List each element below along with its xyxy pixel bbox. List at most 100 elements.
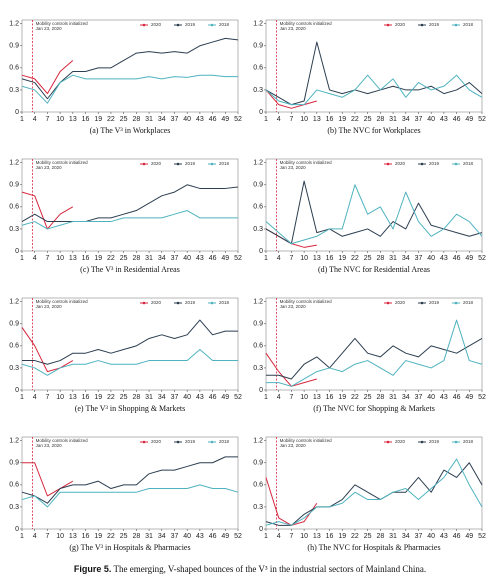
y-tick-label: 0.9: [253, 460, 263, 467]
x-tick-label: 52: [478, 533, 486, 540]
legend-label: 2020: [395, 22, 406, 27]
panel-caption: (c) The V³ in Residential Areas: [80, 265, 180, 274]
legend-marker: [142, 301, 146, 305]
y-tick-label: 0.3: [9, 365, 19, 372]
annotation-text: Mobility controls initialized: [280, 438, 333, 443]
x-tick-label: 28: [132, 116, 140, 123]
annotation-text: Mobility controls initialized: [36, 438, 89, 443]
y-tick-label: 0: [15, 526, 19, 533]
y-tick-label: 0.3: [9, 504, 19, 511]
x-tick-label: 46: [453, 533, 461, 540]
series-line: [21, 74, 238, 104]
x-tick-label: 19: [338, 394, 346, 401]
y-tick-label: 0.6: [253, 204, 263, 211]
x-tick-label: 4: [33, 255, 37, 262]
x-tick-label: 25: [120, 533, 128, 540]
y-tick-label: 1.2: [253, 438, 263, 445]
x-tick-label: 4: [277, 394, 281, 401]
annotation-text: Jan 23, 2020: [280, 165, 307, 170]
plot-frame: [265, 436, 483, 530]
x-tick-label: 31: [389, 116, 397, 123]
plot-frame: [21, 158, 239, 252]
x-tick-label: 4: [33, 116, 37, 123]
plot-frame: [21, 297, 239, 391]
x-tick-label: 34: [158, 533, 166, 540]
series-line: [21, 456, 238, 504]
series-line: [21, 184, 239, 223]
x-tick-label: 49: [465, 255, 473, 262]
y-tick-label: 0.6: [9, 343, 19, 350]
x-tick-label: 37: [171, 255, 179, 262]
annotation-text: Mobility controls initialized: [36, 21, 89, 26]
x-tick-label: 46: [209, 255, 217, 262]
annotation-text: Mobility controls initialized: [280, 21, 333, 26]
x-tick-label: 46: [453, 116, 461, 123]
figure-label: Figure 5.: [74, 564, 112, 574]
x-tick-label: 52: [234, 255, 242, 262]
x-tick-label: 37: [171, 394, 179, 401]
x-tick-label: 43: [440, 116, 448, 123]
legend-label: 2019: [185, 161, 196, 166]
legend-marker: [142, 440, 146, 444]
x-tick-label: 52: [478, 394, 486, 401]
x-tick-label: 31: [389, 255, 397, 262]
panel: 0 0.3 0.6 0.9 1.2 1 4 7 10 13 16 19 22 25 28 31 34 37 40 43…: [253, 158, 486, 274]
series-line: [21, 210, 238, 230]
x-tick-label: 46: [209, 116, 217, 123]
x-tick-label: 25: [364, 533, 372, 540]
x-tick-label: 1: [20, 533, 24, 540]
y-tick-label: 0.9: [253, 182, 263, 189]
y-tick-label: 0.6: [9, 204, 19, 211]
x-tick-label: 7: [45, 533, 49, 540]
y-tick-label: 1.2: [9, 438, 19, 445]
x-tick-label: 7: [45, 394, 49, 401]
x-tick-label: 10: [56, 255, 64, 262]
x-tick-label: 34: [158, 255, 166, 262]
panel: 0 0.3 0.6 0.9 1.2 1 4 7 10 13 16 19 22 25 28 31 34 37 40 43…: [9, 436, 242, 552]
y-tick-label: 0.9: [9, 182, 19, 189]
x-tick-label: 34: [402, 533, 410, 540]
legend-label: 2018: [219, 22, 230, 27]
x-tick-label: 40: [427, 533, 435, 540]
x-tick-label: 46: [209, 394, 217, 401]
panel-caption: (g) The V³ in Hospitals & Pharmacies: [69, 543, 190, 552]
x-tick-label: 22: [351, 116, 359, 123]
x-tick-label: 34: [158, 394, 166, 401]
x-tick-label: 10: [300, 255, 308, 262]
x-tick-label: 16: [82, 394, 90, 401]
x-tick-label: 1: [20, 255, 24, 262]
x-tick-label: 28: [132, 533, 140, 540]
y-tick-label: 0.6: [9, 65, 19, 72]
y-tick-label: 1.2: [253, 299, 263, 306]
legend-label: 2020: [151, 161, 162, 166]
y-tick-label: 0.9: [9, 460, 19, 467]
legend-label: 2018: [219, 439, 230, 444]
legend-marker: [142, 23, 146, 27]
x-tick-label: 22: [107, 533, 115, 540]
x-tick-label: 49: [221, 394, 229, 401]
legend-label: 2020: [151, 22, 162, 27]
y-tick-label: 0.6: [9, 482, 19, 489]
x-tick-label: 1: [20, 394, 24, 401]
x-tick-label: 40: [427, 255, 435, 262]
x-tick-label: 16: [82, 533, 90, 540]
x-tick-label: 40: [427, 394, 435, 401]
y-tick-label: 0.6: [253, 343, 263, 350]
x-tick-label: 19: [338, 255, 346, 262]
legend-marker: [386, 440, 390, 444]
x-tick-label: 40: [183, 255, 191, 262]
x-tick-label: 28: [132, 255, 140, 262]
legend-marker: [454, 23, 458, 27]
x-tick-label: 19: [94, 394, 102, 401]
x-tick-label: 4: [277, 255, 281, 262]
x-tick-label: 25: [120, 255, 128, 262]
legend-label: 2019: [185, 300, 196, 305]
y-tick-label: 0: [259, 387, 263, 394]
x-tick-label: 13: [313, 533, 321, 540]
panel-caption: (d) The NVC for Residential Areas: [318, 265, 430, 274]
y-tick-label: 0.3: [253, 87, 263, 94]
x-tick-label: 46: [453, 255, 461, 262]
series-line: [22, 462, 74, 497]
x-tick-label: 13: [313, 116, 321, 123]
